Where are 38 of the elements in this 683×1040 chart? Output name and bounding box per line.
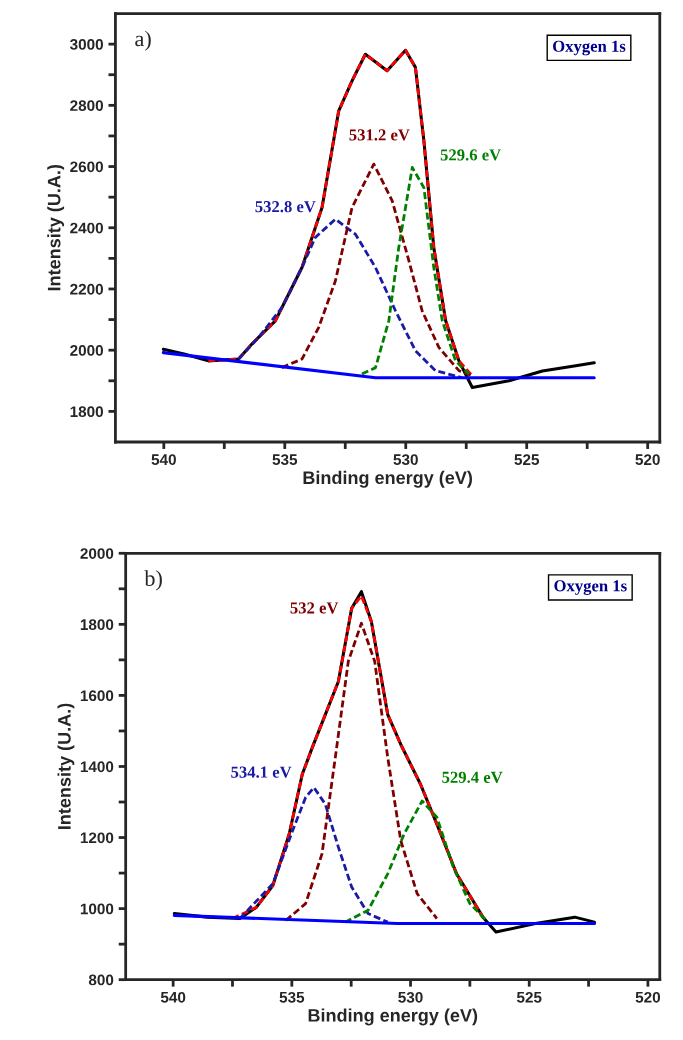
y-tick-label: 2200 bbox=[70, 283, 103, 295]
y-tick-label: 2600 bbox=[70, 161, 103, 173]
annotation: a) bbox=[135, 30, 151, 51]
x-tick-label: 530 bbox=[398, 991, 423, 1003]
y-tick-label: 1800 bbox=[80, 619, 114, 631]
x-tick-label: 525 bbox=[516, 991, 542, 1003]
y-tick-label: 3000 bbox=[69, 38, 103, 50]
y-tick-label: 1200 bbox=[80, 832, 114, 844]
y-tick-label: 2800 bbox=[70, 100, 103, 112]
annotation: Oxygen 1s bbox=[554, 580, 627, 595]
y-tick-label: 2000 bbox=[70, 345, 103, 356]
annotation: Oxygen 1s bbox=[553, 40, 626, 56]
x-tick-label: 520 bbox=[635, 454, 660, 466]
y-tick-label: 1000 bbox=[80, 903, 114, 915]
x-tick-label: 525 bbox=[514, 454, 540, 466]
y-tick-label: 1400 bbox=[80, 761, 114, 773]
y-tick-label: 1800 bbox=[70, 406, 103, 418]
x-axis-title: Binding energy (eV) bbox=[308, 1008, 478, 1026]
x-tick-label: 520 bbox=[635, 991, 661, 1003]
x-tick-label: 530 bbox=[393, 454, 418, 466]
x-axis-title: Binding energy (eV) bbox=[303, 470, 472, 488]
annotation: 529.6 eV bbox=[440, 149, 501, 161]
annotation: 529.4 eV bbox=[442, 771, 503, 783]
annotation: 534.1 eV bbox=[231, 766, 292, 778]
y-axis-title: Intensity (U.A.) bbox=[57, 703, 75, 829]
x-tick-label: 535 bbox=[272, 454, 298, 466]
y-tick-label: 1600 bbox=[80, 690, 114, 702]
annotation: b) bbox=[144, 570, 162, 591]
annotation: 532.8 eV bbox=[255, 201, 316, 213]
annotation: 531.2 eV bbox=[349, 129, 410, 141]
y-tick-label: 2400 bbox=[70, 222, 103, 234]
annotation: 532 eV bbox=[290, 602, 339, 614]
y-axis-title: Intensity (U.A.) bbox=[47, 164, 65, 291]
y-tick-label: 2000 bbox=[80, 548, 114, 559]
x-tick-label: 540 bbox=[151, 454, 176, 466]
x-tick-label: 535 bbox=[279, 991, 305, 1003]
x-tick-label: 540 bbox=[160, 991, 186, 1003]
y-tick-label: 800 bbox=[88, 974, 114, 986]
